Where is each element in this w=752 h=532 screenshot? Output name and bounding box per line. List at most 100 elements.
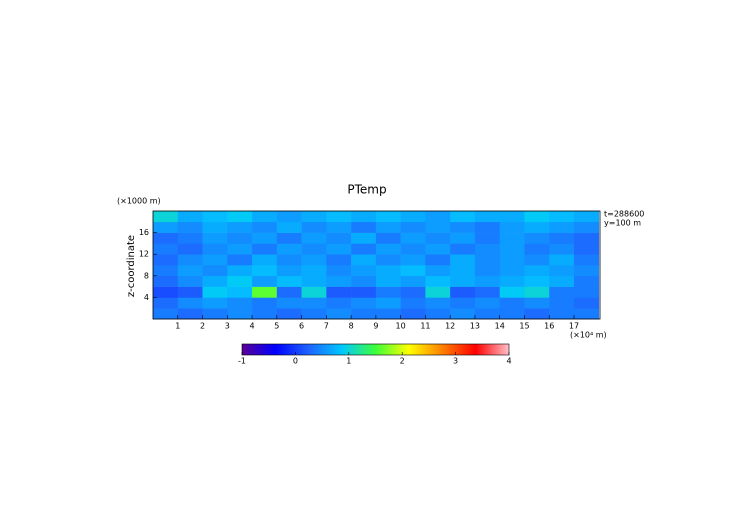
x-tick-label: 11 xyxy=(420,322,430,331)
heatmap-cell xyxy=(549,211,575,223)
heatmap-cell xyxy=(425,275,451,287)
x-tick-label: 6 xyxy=(299,322,304,331)
heatmap-cell xyxy=(425,254,451,266)
heatmap-cell xyxy=(252,254,278,266)
heatmap-cell xyxy=(351,265,377,277)
heatmap-cell xyxy=(425,232,451,244)
heatmap-cell xyxy=(425,211,451,223)
heatmap-cell xyxy=(400,211,426,223)
heatmap-cell xyxy=(351,275,377,287)
heatmap-cell xyxy=(425,286,451,298)
heatmap-cell xyxy=(375,243,401,255)
colorbar-tick-label: 0 xyxy=(293,357,298,366)
heatmap-cell xyxy=(549,275,575,287)
heatmap-cell xyxy=(326,265,352,277)
heatmap-cell xyxy=(474,308,501,320)
heatmap-cell xyxy=(549,297,575,309)
heatmap-cell xyxy=(301,297,327,309)
heatmap-cell xyxy=(549,232,575,244)
heatmap-cell xyxy=(573,308,600,320)
heatmap-cell xyxy=(549,265,575,277)
heatmap-cell xyxy=(202,221,228,233)
heatmap-cell xyxy=(524,297,550,309)
heatmap-cell xyxy=(474,275,501,287)
heatmap-cell xyxy=(351,254,377,266)
heatmap-cell xyxy=(227,275,253,287)
x-tick-label: 1 xyxy=(175,322,180,331)
heatmap-cell xyxy=(474,221,501,233)
y-axis-label: z-coordinate xyxy=(126,235,137,297)
heatmap-cell xyxy=(400,297,426,309)
heatmap-cell xyxy=(474,286,501,298)
x-tick-label: 17 xyxy=(569,322,579,331)
heatmap-cell xyxy=(301,265,327,277)
heatmap-cell xyxy=(252,232,278,244)
heatmap-cell xyxy=(326,275,352,287)
heatmap-cell xyxy=(301,275,327,287)
annotation: y=100 m xyxy=(604,219,641,228)
heatmap-cell xyxy=(450,265,476,277)
heatmap-cell xyxy=(153,308,179,320)
colorbar xyxy=(241,343,510,356)
x-tick-label: 3 xyxy=(225,322,230,331)
y-tick-label: 4 xyxy=(144,293,149,302)
heatmap-cell xyxy=(326,232,352,244)
heatmap-cell xyxy=(153,254,179,266)
heatmap-cell xyxy=(524,243,550,255)
heatmap-cell xyxy=(276,254,302,266)
heatmap-cell xyxy=(400,286,426,298)
heatmap-cell xyxy=(177,211,203,223)
heatmap-cell xyxy=(573,265,600,277)
heatmap-cell xyxy=(301,286,327,298)
heatmap-cell xyxy=(499,275,525,287)
heatmap-cell xyxy=(524,286,550,298)
heatmap-cell xyxy=(227,308,253,320)
colorbar-tick-label: 2 xyxy=(400,357,405,366)
heatmap-cell xyxy=(450,275,476,287)
heatmap-cell xyxy=(400,308,426,320)
heatmap-cell xyxy=(301,254,327,266)
heatmap-cell xyxy=(351,232,377,244)
x-tick-label: 8 xyxy=(349,322,354,331)
heatmap-cell xyxy=(400,254,426,266)
heatmap-cell xyxy=(573,232,600,244)
y-tick-label: 8 xyxy=(144,271,149,280)
heatmap-cell xyxy=(252,297,278,309)
heatmap-cell xyxy=(400,265,426,277)
heatmap-cell xyxy=(375,275,401,287)
heatmap-cell xyxy=(153,297,179,309)
heatmap-cell xyxy=(499,221,525,233)
x-tick-label: 10 xyxy=(396,322,406,331)
heatmap-cell xyxy=(375,297,401,309)
heatmap-cell xyxy=(227,211,253,223)
heatmap-cell xyxy=(276,308,302,320)
heatmap-cell xyxy=(474,297,501,309)
heatmap-cell xyxy=(375,221,401,233)
heatmap-cell xyxy=(202,232,228,244)
heatmap-cell xyxy=(450,297,476,309)
heatmap-cell xyxy=(474,211,501,223)
heatmap-cell xyxy=(202,254,228,266)
heatmap-cell xyxy=(499,254,525,266)
heatmap-cell xyxy=(153,286,179,298)
heatmap-cell xyxy=(202,275,228,287)
heatmap-cell xyxy=(524,211,550,223)
heatmap-cell xyxy=(252,286,278,298)
colorbar-tick-label: -1 xyxy=(238,357,246,366)
heatmap-cell xyxy=(202,308,228,320)
heatmap-cell xyxy=(573,297,600,309)
heatmap-cell xyxy=(499,297,525,309)
x-tick-label: 9 xyxy=(373,322,378,331)
heatmap-cell xyxy=(202,211,228,223)
heatmap-cell xyxy=(326,221,352,233)
heatmap-cell xyxy=(450,254,476,266)
heatmap-cell xyxy=(573,221,600,233)
heatmap-cell xyxy=(326,254,352,266)
heatmap-cell xyxy=(153,211,179,223)
y-tick-label: 12 xyxy=(139,250,149,259)
x-tick-label: 4 xyxy=(250,322,255,331)
heatmap-cell xyxy=(351,297,377,309)
heatmap-cell xyxy=(375,211,401,223)
heatmap-cell xyxy=(153,265,179,277)
heatmap-cell xyxy=(326,286,352,298)
